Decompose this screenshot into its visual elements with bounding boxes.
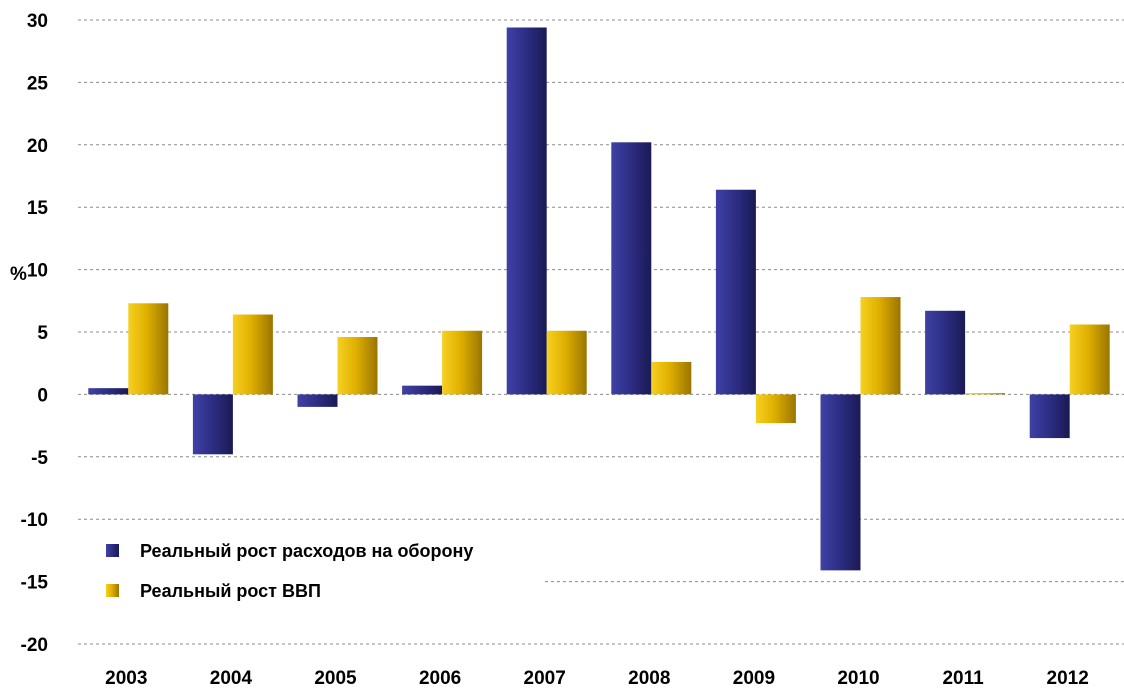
bar-gdp-growth [651, 361, 692, 395]
y-axis-label: % [10, 264, 27, 285]
x-tick-label: 2012 [1047, 668, 1089, 688]
bar-defense-spending [611, 142, 652, 395]
y-tick-label: 15 [27, 198, 49, 219]
legend-swatch-gdp [106, 584, 119, 597]
legend-swatch-defense [106, 544, 119, 557]
y-tick-label: 5 [37, 323, 48, 344]
x-tick-label: 2003 [105, 668, 147, 688]
legend-label-gdp: Реальный рост ВВП [140, 581, 321, 601]
bar-defense-spending [820, 394, 861, 571]
bar-defense-spending [402, 385, 443, 395]
bar-defense-spending [88, 388, 129, 395]
bar-defense-spending [925, 310, 966, 395]
y-tick-label: -15 [21, 573, 49, 594]
y-axis-ticks: 30 25 20 15 10 5 0 -5 -10 -15 -20 [21, 11, 49, 656]
y-tick-label: 20 [27, 136, 48, 157]
y-tick-label: -10 [21, 510, 48, 531]
y-tick-label: 10 [27, 261, 48, 282]
x-tick-label: 2008 [628, 668, 670, 688]
bar-gdp-growth [442, 330, 483, 395]
bar-defense-spending [192, 394, 233, 455]
bar-defense-spending [1029, 394, 1070, 439]
x-tick-label: 2005 [314, 668, 357, 688]
x-tick-label: 2006 [419, 668, 461, 688]
bar-gdp-growth [337, 336, 378, 395]
x-tick-label: 2007 [524, 668, 566, 688]
y-tick-label: 25 [27, 73, 49, 94]
y-tick-label: 0 [37, 385, 48, 406]
y-tick-label: -5 [31, 448, 48, 469]
bar-defense-spending [297, 394, 338, 407]
legend: Реальный рост расходов на оборону Реальны… [106, 541, 473, 601]
legend-label-defense: Реальный рост расходов на оборону [140, 541, 473, 561]
x-tick-label: 2009 [733, 668, 775, 688]
bar-defense-spending [715, 189, 756, 395]
x-axis-ticks: 2003 2004 2005 2006 2007 2008 2009 2010 2011 2012 [105, 668, 1089, 688]
bars [88, 27, 1110, 571]
bar-gdp-growth [965, 393, 1006, 395]
bar-gdp-growth [860, 297, 901, 395]
bar-gdp-growth [1069, 324, 1110, 395]
bar-gdp-growth [546, 330, 587, 395]
y-tick-label: 30 [27, 11, 48, 32]
bar-gdp-growth [232, 314, 273, 395]
x-tick-label: 2004 [210, 668, 253, 688]
x-tick-label: 2010 [837, 668, 879, 688]
y-tick-label: -20 [21, 635, 48, 656]
bar-defense-spending [506, 27, 547, 395]
bar-gdp-growth [755, 394, 796, 424]
bar-gdp-growth [128, 303, 169, 395]
x-tick-label: 2011 [942, 668, 984, 688]
